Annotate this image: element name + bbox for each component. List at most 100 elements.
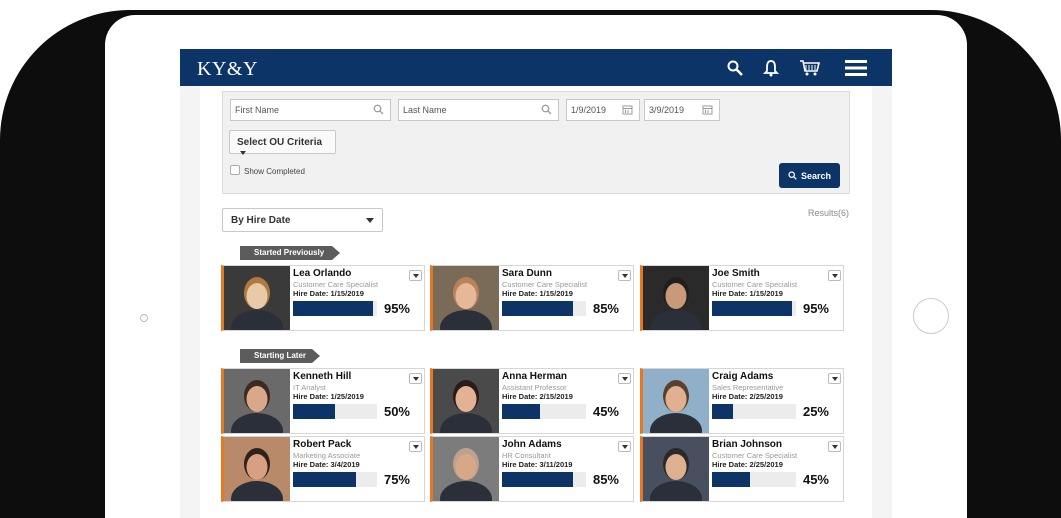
app-screen: KY&Y First Name Last Name bbox=[180, 49, 892, 518]
employee-photo bbox=[224, 437, 290, 501]
employee-card[interactable]: Kenneth Hill IT Analyst Hire Date: 1/25/20… bbox=[221, 368, 425, 434]
search-button[interactable]: Search bbox=[779, 163, 840, 188]
employee-role: Sales Representative bbox=[712, 383, 784, 392]
end-date-value: 3/9/2019 bbox=[649, 105, 685, 115]
employee-hire-date: Hire Date: 1/15/2019 bbox=[712, 289, 783, 298]
home-button bbox=[913, 298, 949, 334]
employee-name: Lea Orlando bbox=[293, 268, 352, 279]
card-options-button[interactable] bbox=[618, 441, 631, 452]
progress-track bbox=[502, 472, 586, 487]
progress-percent: 25% bbox=[802, 404, 829, 419]
cart-icon[interactable] bbox=[799, 58, 821, 78]
menu-icon[interactable] bbox=[844, 58, 868, 78]
results-count: Results(6) bbox=[808, 208, 850, 218]
employee-role: Customer Care Specialist bbox=[502, 280, 588, 289]
progress-percent: 95% bbox=[802, 301, 829, 316]
sort-dropdown[interactable]: By Hire Date bbox=[222, 208, 383, 232]
progress-percent: 45% bbox=[592, 404, 619, 419]
employee-photo bbox=[433, 369, 499, 433]
progress-percent: 85% bbox=[592, 472, 619, 487]
employee-photo bbox=[643, 437, 709, 501]
progress-track bbox=[293, 301, 377, 316]
card-options-button[interactable] bbox=[409, 441, 422, 452]
last-name-input[interactable]: Last Name bbox=[398, 99, 559, 121]
employee-card[interactable]: Craig Adams Sales Representative Hire Date… bbox=[640, 368, 844, 434]
employee-name: Anna Herman bbox=[502, 371, 568, 382]
employee-photo bbox=[224, 266, 290, 330]
camera-dot bbox=[140, 314, 148, 322]
progress-percent: 45% bbox=[802, 472, 829, 487]
employee-name: Craig Adams bbox=[712, 371, 774, 382]
employee-photo bbox=[224, 369, 290, 433]
card-options-button[interactable] bbox=[618, 373, 631, 384]
search-icon bbox=[788, 171, 797, 180]
employee-name: Brian Johnson bbox=[712, 439, 783, 450]
employee-card[interactable]: Sara Dunn Customer Care Specialist Hire Da… bbox=[430, 265, 634, 331]
employee-card[interactable]: Robert Pack Marketing Associate Hire Date:… bbox=[221, 436, 425, 502]
progress-percent: 95% bbox=[383, 301, 410, 316]
start-date-input[interactable]: 1/9/2019 bbox=[566, 99, 640, 121]
employee-hire-date: Hire Date: 3/11/2019 bbox=[502, 460, 573, 469]
section-label-started-previously: Started Previously bbox=[240, 246, 340, 260]
employee-hire-date: Hire Date: 3/4/2019 bbox=[293, 460, 360, 469]
search-button-label: Search bbox=[800, 170, 832, 181]
progress-fill bbox=[293, 472, 356, 487]
first-name-placeholder: First Name bbox=[235, 105, 280, 115]
progress-track bbox=[502, 404, 586, 419]
search-icon[interactable] bbox=[724, 58, 746, 78]
employee-photo bbox=[433, 437, 499, 501]
employee-role: Customer Care Specialist bbox=[293, 280, 379, 289]
progress-fill bbox=[502, 404, 540, 419]
card-options-button[interactable] bbox=[618, 270, 631, 281]
section-label-starting-later: Starting Later bbox=[240, 349, 320, 363]
caret-down-icon bbox=[366, 218, 374, 223]
card-options-button[interactable] bbox=[409, 373, 422, 384]
progress-track bbox=[712, 301, 796, 316]
progress-percent: 75% bbox=[383, 472, 410, 487]
filter-panel: First Name Last Name 1/9/2019 3/9/2019 S… bbox=[222, 91, 850, 194]
progress-fill bbox=[293, 404, 335, 419]
progress-track bbox=[293, 404, 377, 419]
employee-role: Assistant Professor bbox=[502, 383, 567, 392]
first-name-input[interactable]: First Name bbox=[230, 99, 391, 121]
employee-hire-date: Hire Date: 1/25/2019 bbox=[293, 392, 364, 401]
card-options-button[interactable] bbox=[409, 270, 422, 281]
ou-criteria-label: Select OU Criteria bbox=[237, 137, 323, 148]
search-icon bbox=[373, 104, 385, 116]
card-options-button[interactable] bbox=[828, 441, 841, 452]
employee-photo bbox=[643, 266, 709, 330]
employee-name: John Adams bbox=[502, 439, 562, 450]
employee-card[interactable]: Joe Smith Customer Care Specialist Hire Da… bbox=[640, 265, 844, 331]
progress-fill bbox=[502, 472, 574, 487]
employee-role: Customer Care Specialist bbox=[712, 280, 798, 289]
employee-hire-date: Hire Date: 2/15/2019 bbox=[502, 392, 573, 401]
show-completed-checkbox[interactable] bbox=[230, 165, 240, 175]
card-options-button[interactable] bbox=[828, 270, 841, 281]
main-content: First Name Last Name 1/9/2019 3/9/2019 S… bbox=[200, 86, 872, 518]
employee-photo bbox=[643, 369, 709, 433]
employee-card[interactable]: Anna Herman Assistant Professor Hire Date:… bbox=[430, 368, 634, 434]
employee-hire-date: Hire Date: 2/25/2019 bbox=[712, 392, 783, 401]
bell-icon[interactable] bbox=[760, 58, 782, 78]
end-date-input[interactable]: 3/9/2019 bbox=[644, 99, 720, 121]
search-icon bbox=[541, 104, 553, 116]
progress-fill bbox=[712, 301, 792, 316]
sort-selected-label: By Hire Date bbox=[231, 215, 291, 226]
employee-card[interactable]: John Adams HR Consultant Hire Date: 3/11/2… bbox=[430, 436, 634, 502]
employee-role: Customer Care Specialist bbox=[712, 451, 798, 460]
progress-track bbox=[712, 472, 796, 487]
progress-track bbox=[712, 404, 796, 419]
progress-percent: 85% bbox=[592, 301, 619, 316]
employee-name: Kenneth Hill bbox=[293, 371, 352, 382]
calendar-icon bbox=[622, 104, 634, 116]
progress-track bbox=[502, 301, 586, 316]
caret-down-icon bbox=[240, 151, 246, 156]
employee-card[interactable]: Lea Orlando Customer Care Specialist Hire … bbox=[221, 265, 425, 331]
start-date-value: 1/9/2019 bbox=[571, 105, 607, 115]
employee-card[interactable]: Brian Johnson Customer Care Specialist Hir… bbox=[640, 436, 844, 502]
show-completed-label: Show Completed bbox=[244, 167, 305, 176]
ou-criteria-dropdown[interactable]: Select OU Criteria bbox=[229, 130, 336, 156]
card-options-button[interactable] bbox=[828, 373, 841, 384]
brand-logo: KY&Y bbox=[197, 58, 258, 80]
